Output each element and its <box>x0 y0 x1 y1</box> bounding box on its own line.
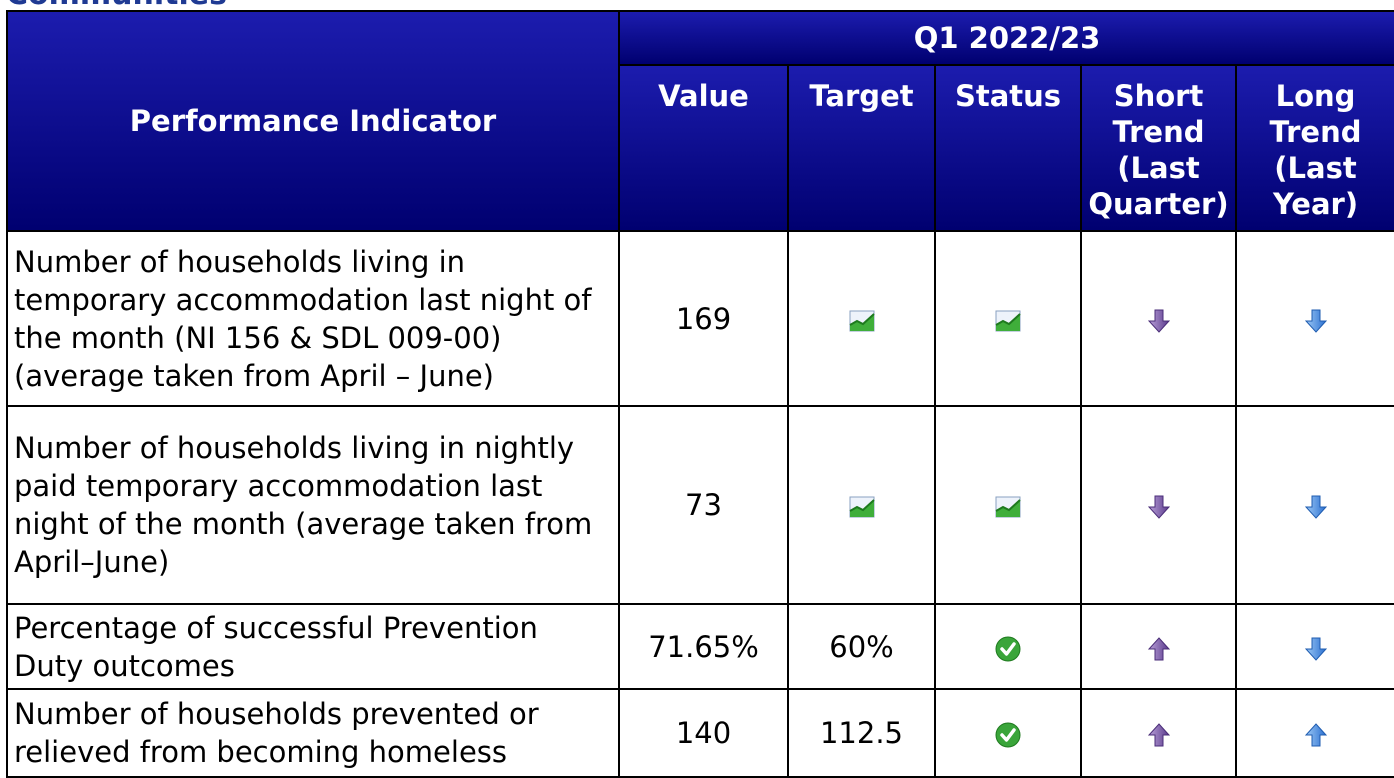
status <box>934 603 1082 690</box>
target: 60% <box>787 603 936 690</box>
header-row: Value Target Status Short Trend (Last Qu… <box>7 64 1394 232</box>
performance-table: Performance Indicator Q1 2022/23 Value T… <box>6 10 1394 778</box>
row: Percentage of successful Prevention Duty… <box>6 603 1394 690</box>
chart-icon <box>848 496 875 518</box>
short-trend <box>1080 688 1237 778</box>
indicator: Number of households prevented or reliev… <box>6 688 620 778</box>
indicator: Percentage of successful Prevention Duty… <box>6 603 620 690</box>
status <box>934 688 1082 778</box>
short-trend <box>1080 405 1237 605</box>
indicator: Number of households living in temporary… <box>6 230 620 407</box>
long-trend <box>1234 405 1394 605</box>
short-trend <box>1080 230 1237 407</box>
long-trend <box>1234 603 1394 690</box>
indicator: Number of households living in nightly p… <box>6 405 620 605</box>
header-row: Performance Indicator Q1 2022/23 <box>6 10 1394 232</box>
value: 71.65% <box>618 603 789 690</box>
column-header: Long Trend (Last Year) <box>1234 64 1394 232</box>
row: Number of households living in nightly p… <box>6 405 1394 605</box>
indicator-header: Performance Indicator <box>6 10 620 232</box>
check-icon <box>994 721 1022 749</box>
down-arrow <box>1148 495 1169 519</box>
target <box>787 230 936 407</box>
status <box>934 405 1082 605</box>
down-arrow <box>1305 309 1327 332</box>
chart-icon <box>995 496 1021 518</box>
long-trend <box>1234 230 1394 407</box>
check-icon <box>994 634 1022 663</box>
target <box>787 405 936 605</box>
row: Number of households living in temporary… <box>6 230 1394 407</box>
column-header: Status <box>934 64 1082 232</box>
chart-icon <box>995 309 1021 332</box>
column-header: Short Trend (Last Quarter) <box>1080 64 1237 232</box>
down-arrow <box>1148 309 1169 332</box>
long-trend <box>1234 688 1394 778</box>
column-header: Target <box>787 64 936 232</box>
short-trend <box>1080 603 1237 690</box>
status <box>934 230 1082 407</box>
value: 73 <box>618 405 789 605</box>
chart-icon <box>848 309 875 332</box>
target: 112.5 <box>787 688 936 778</box>
column-header: Value <box>618 64 789 232</box>
up-arrow <box>1148 723 1169 747</box>
up-arrow <box>1148 637 1169 660</box>
down-arrow <box>1305 495 1327 519</box>
down-arrow <box>1305 637 1327 660</box>
up-arrow <box>1305 723 1327 747</box>
value: 169 <box>618 230 789 407</box>
row: Number of households prevented or reliev… <box>6 688 1394 778</box>
period-header: Q1 2022/23 <box>617 10 1394 66</box>
heading: Communities <box>6 0 227 12</box>
value: 140 <box>618 688 789 778</box>
